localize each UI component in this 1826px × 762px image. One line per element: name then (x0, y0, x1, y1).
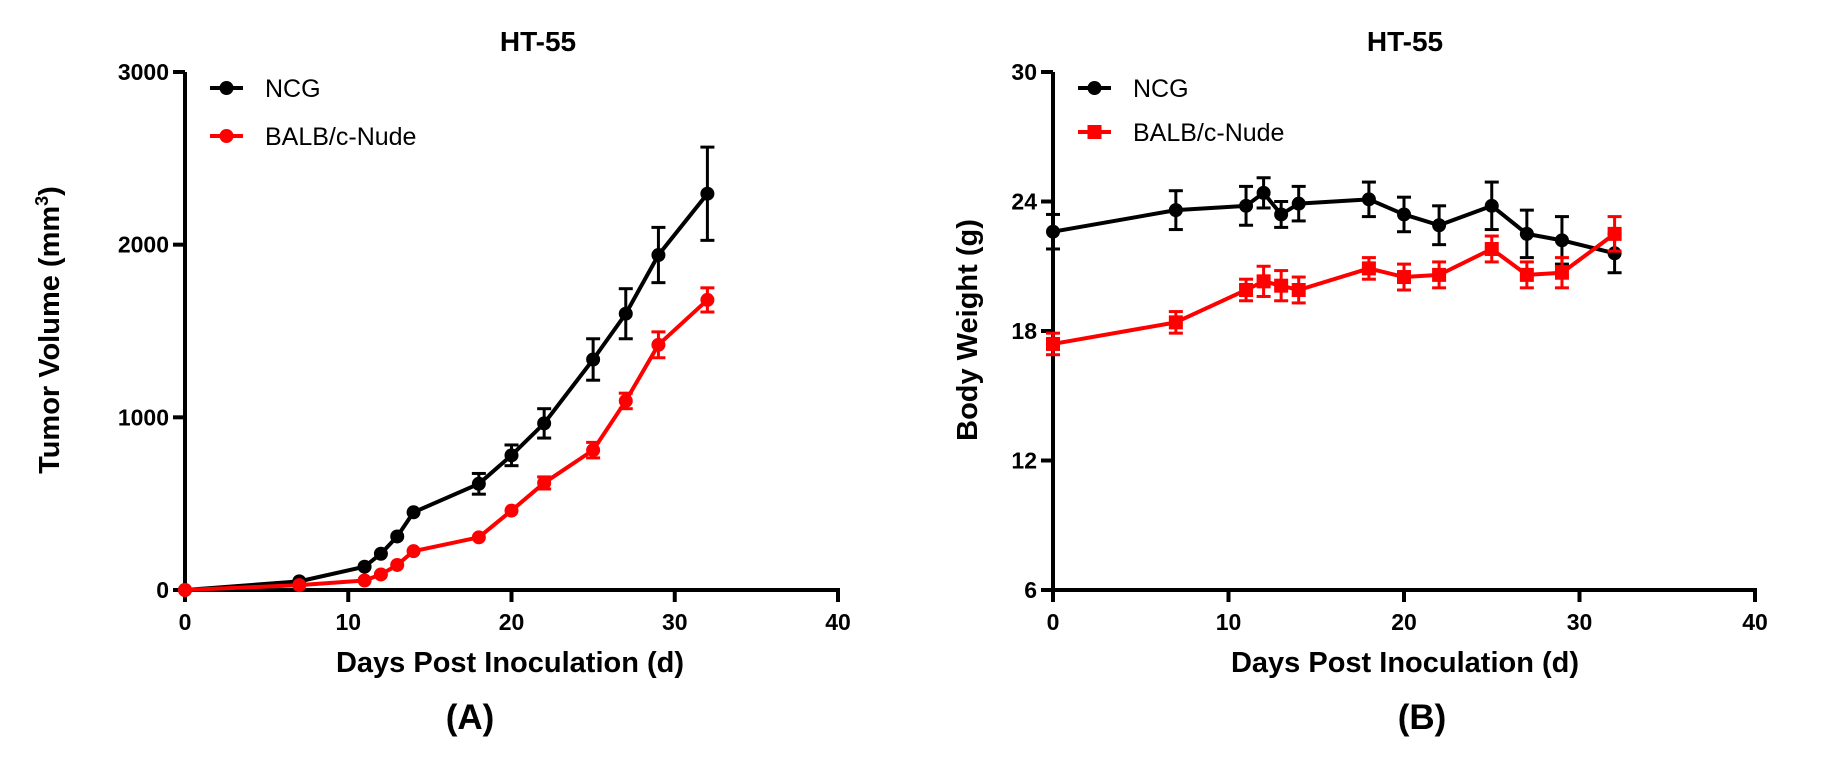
chart-b-ylabel: Body Weight (g) (952, 219, 984, 441)
chart-a-balbc-nude-point (537, 475, 552, 490)
chart-b-body-weight: HT-55 (B) Days Post Inoculation (d) Body… (952, 26, 1768, 737)
chart-b-legend-balbc-nude-label: BALB/c-Nude (1133, 119, 1284, 147)
chart-b-ylabel-main: Body Weight (g) (952, 219, 984, 441)
chart-a-x-tick-label: 0 (179, 609, 192, 635)
chart-a-tumor-volume: HT-55 (A) Days Post Inoculation (d) Tumo… (32, 26, 851, 737)
chart-b-ncg-point (1168, 203, 1183, 218)
chart-a-balbc-nude-point (292, 578, 307, 593)
chart-a-y-tick-label: 2000 (118, 232, 169, 258)
chart-b-legend-ncg-marker (1087, 81, 1102, 95)
chart-a-legend-balbc-nude-marker (219, 129, 234, 143)
chart-b-x-tick-label: 30 (1567, 609, 1593, 635)
chart-a-legend-ncg-label: NCG (265, 75, 321, 103)
chart-a-ncg-point (504, 448, 519, 463)
chart-a-series-balbc-nude-line (184, 298, 709, 592)
chart-b-y-tick-label: 24 (1011, 189, 1037, 215)
chart-a-balbc-nude-point (406, 544, 421, 559)
chart-b-balbc-nude-point (1554, 265, 1569, 280)
chart-b-balbc-nude-point (1291, 282, 1306, 297)
chart-b-y-tick-label: 30 (1011, 59, 1037, 85)
chart-a-ncg-point (537, 416, 552, 431)
chart-a-x-tick-label: 30 (662, 609, 688, 635)
chart-b-x-tick-label: 20 (1391, 609, 1417, 635)
chart-b-legend-ncg-label: NCG (1133, 75, 1189, 103)
chart-a-x-tick-label: 40 (825, 609, 851, 635)
chart-a-x-tick-label: 10 (335, 609, 361, 635)
chart-a-balbc-nude-point (618, 393, 633, 408)
chart-b-ncg-point (1046, 224, 1060, 239)
chart-b-balbc-nude-point (1361, 261, 1376, 276)
chart-a-ylabel-sup: 3 (32, 196, 52, 206)
chart-b-balbc-nude-point (1239, 282, 1254, 297)
chart-a-xlabel: Days Post Inoculation (d) (336, 647, 684, 679)
chart-a-balbc-nude-point (390, 557, 405, 572)
chart-a-ncg-point (586, 352, 601, 367)
chart-b-balbc-nude-point (1607, 226, 1622, 241)
chart-b-balbc-nude-point (1432, 267, 1447, 282)
chart-b-ncg-point (1397, 207, 1411, 222)
chart-a-balbc-nude-point (504, 503, 519, 518)
chart-b-balbc-nude-point (1274, 278, 1289, 293)
chart-b-balbc-nude-point (1168, 315, 1183, 330)
chart-a-y-tick-label: 3000 (118, 59, 169, 85)
chart-a-ylabel-end: ) (34, 186, 66, 196)
chart-a-balbc-nude-point (651, 337, 666, 352)
chart-a-ncg-point (700, 186, 715, 201)
chart-b-x-tick-label: 0 (1047, 609, 1060, 635)
chart-a-ncg-point (357, 559, 372, 574)
chart-b-ncg-point (1256, 185, 1271, 200)
chart-b-ncg-point (1291, 196, 1306, 211)
chart-b-title: HT-55 (1367, 26, 1443, 57)
chart-a-balbc-nude-point (373, 567, 388, 582)
chart-b-y-tick-label: 6 (1024, 577, 1037, 603)
chart-a-x-tick-label: 20 (499, 609, 525, 635)
chart-a-ncg-point (618, 306, 633, 321)
chart-b-balbc-nude-point (1046, 336, 1060, 351)
chart-b-ncg-point (1361, 192, 1376, 207)
chart-b-balbc-nude-point (1519, 267, 1534, 282)
chart-b-ncg-point (1484, 198, 1499, 213)
chart-b-x-tick-label: 10 (1216, 609, 1242, 635)
chart-b-ncg-point (1554, 233, 1569, 248)
chart-a-balbc-nude-point (471, 530, 486, 545)
chart-a-ncg-point (471, 476, 486, 491)
chart-a-title: HT-55 (500, 26, 576, 57)
chart-b-x-tick-label: 40 (1742, 609, 1768, 635)
chart-a-ncg-point (390, 529, 405, 544)
chart-a-ncg-point (373, 546, 388, 561)
chart-a-balbc-nude-point (586, 443, 601, 458)
chart-b-balbc-nude-point (1256, 274, 1271, 289)
chart-b-y-tick-label: 12 (1011, 448, 1037, 474)
chart-b-panel-label: (B) (1398, 698, 1447, 737)
chart-a-legend-balbc-nude-label: BALB/c-Nude (265, 123, 416, 151)
chart-a-ncg-point (651, 248, 666, 263)
chart-b-y-tick-label: 18 (1011, 318, 1037, 344)
chart-a-panel-label: (A) (446, 698, 495, 737)
chart-a-balbc-nude-point (357, 573, 372, 588)
chart-b-series-ncg-line (1052, 190, 1616, 256)
chart-b-ncg-point (1274, 207, 1289, 222)
chart-b-balbc-nude-point (1484, 241, 1499, 256)
chart-b-ncg-point (1239, 198, 1254, 213)
chart-a-legend-ncg-marker (219, 81, 234, 95)
chart-b-legend-balbc-nude-marker (1087, 125, 1102, 139)
chart-b-ncg-point (1432, 218, 1447, 233)
chart-a-y-tick-label: 1000 (118, 404, 169, 430)
chart-a-ncg-point (406, 505, 421, 520)
chart-a-balbc-nude-point (700, 292, 715, 307)
chart-a-ylabel-main: Tumor Volume (mm (34, 206, 66, 474)
chart-b-xlabel: Days Post Inoculation (d) (1231, 647, 1579, 679)
chart-b-ncg-point (1519, 226, 1534, 241)
chart-a-balbc-nude-point (178, 583, 192, 597)
chart-a-ylabel: Tumor Volume (mm3) (32, 186, 66, 474)
chart-a-y-tick-label: 0 (156, 577, 169, 603)
chart-b-balbc-nude-point (1397, 270, 1411, 285)
